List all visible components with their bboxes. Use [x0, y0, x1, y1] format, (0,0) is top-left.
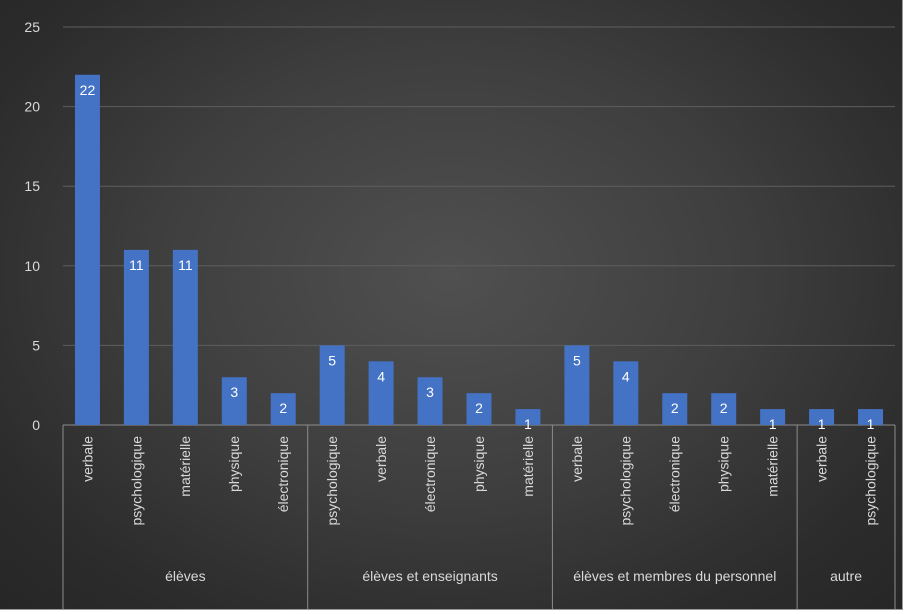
data-label: 2 [279, 400, 287, 416]
x-tick-label: physique [471, 436, 487, 492]
x-tick-label: psychologique [618, 436, 634, 526]
x-tick-label: verbale [569, 436, 585, 482]
y-tick-label: 15 [24, 178, 40, 194]
y-tick-label: 20 [24, 99, 40, 115]
group-label: autre [830, 568, 862, 584]
y-tick-label: 10 [24, 258, 40, 274]
bar [564, 345, 590, 425]
data-label: 11 [129, 257, 144, 273]
data-label: 1 [818, 416, 826, 432]
bar [515, 409, 541, 425]
data-label: 5 [573, 352, 581, 368]
data-label: 1 [769, 416, 777, 432]
bar [809, 409, 835, 425]
data-label: 3 [230, 384, 238, 400]
x-tick-label: psychologique [862, 436, 878, 526]
x-tick-label: psychologique [324, 436, 340, 526]
data-label: 4 [377, 368, 385, 384]
group-label: élèves [165, 568, 205, 584]
bar [613, 361, 639, 425]
y-tick-label: 5 [32, 337, 40, 353]
data-label: 2 [720, 400, 728, 416]
data-label: 22 [80, 82, 96, 98]
x-tick-label: matérielle [765, 436, 781, 497]
y-tick-label: 0 [32, 417, 40, 433]
data-label: 11 [178, 257, 193, 273]
bar [368, 361, 394, 425]
x-tick-label: matérielle [520, 436, 536, 497]
data-label: 2 [475, 400, 483, 416]
bar [221, 377, 247, 425]
x-tick-label: électronique [422, 436, 438, 512]
data-label: 1 [524, 416, 532, 432]
x-tick-label: électronique [275, 436, 291, 512]
x-tick-label: verbale [79, 436, 95, 482]
x-tick-label: psychologique [128, 436, 144, 526]
bar [172, 249, 198, 425]
x-tick-label: verbale [373, 436, 389, 482]
bar [858, 409, 884, 425]
y-tick-label: 25 [24, 19, 40, 35]
data-label: 2 [671, 400, 679, 416]
group-label: élèves et enseignants [362, 568, 497, 584]
bar [760, 409, 786, 425]
x-tick-label: physique [716, 436, 732, 492]
bar [74, 74, 100, 425]
x-tick-label: matérielle [177, 436, 193, 497]
bar [319, 345, 345, 425]
group-label: élèves et membres du personnel [573, 568, 776, 584]
bar [270, 393, 296, 425]
x-tick-label: physique [226, 436, 242, 492]
bar [123, 249, 149, 425]
bar [417, 377, 443, 425]
data-label: 5 [328, 352, 336, 368]
bar [662, 393, 688, 425]
x-tick-label: verbale [813, 436, 829, 482]
x-tick-label: électronique [667, 436, 683, 512]
data-label: 3 [426, 384, 434, 400]
bar [711, 393, 737, 425]
data-label: 4 [622, 368, 630, 384]
bar [466, 393, 492, 425]
data-label: 1 [867, 416, 875, 432]
